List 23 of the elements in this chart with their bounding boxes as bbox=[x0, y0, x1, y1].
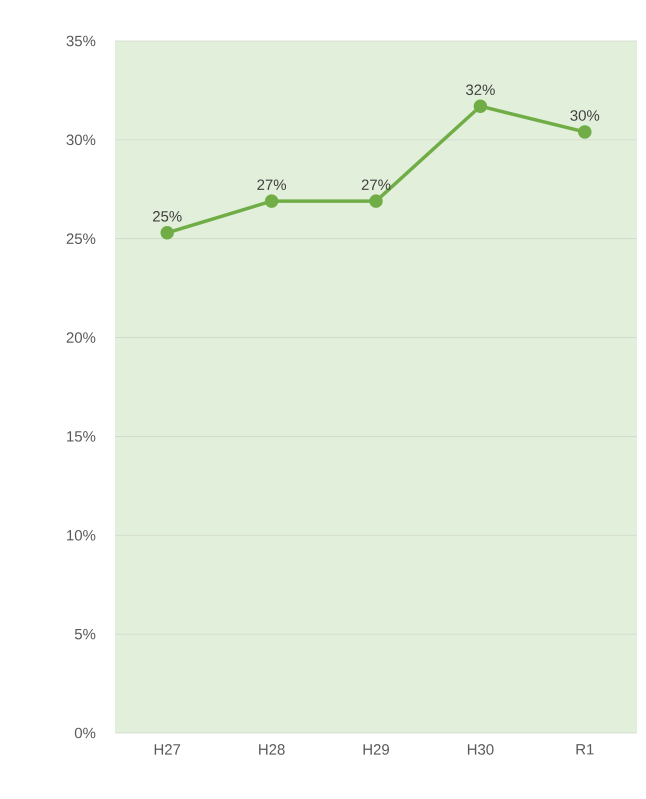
y-tick-label: 0% bbox=[74, 728, 96, 738]
point bbox=[578, 125, 592, 139]
y-tick-label: 30% bbox=[66, 134, 96, 146]
text: 25% bbox=[152, 211, 182, 222]
x-tick-label: R1 bbox=[576, 744, 594, 754]
text: 27% bbox=[362, 179, 390, 190]
y-tick-label: 35% bbox=[66, 36, 96, 46]
y-tick-label: 20% bbox=[66, 332, 96, 343]
point bbox=[264, 194, 278, 208]
x-tick-label: H29 bbox=[364, 744, 389, 755]
point bbox=[474, 100, 488, 113]
point bbox=[160, 226, 174, 240]
y-tick-label: 25% bbox=[66, 233, 96, 244]
point bbox=[369, 194, 383, 208]
x-tick-label: H27 bbox=[154, 744, 180, 755]
text: 32% bbox=[466, 84, 495, 96]
y-tick-label: 5% bbox=[74, 628, 96, 640]
y-tick-label: 15% bbox=[67, 431, 96, 442]
text: 30% bbox=[570, 110, 600, 121]
y-tick-label: 10% bbox=[67, 530, 96, 541]
text: 27% bbox=[257, 179, 286, 190]
x-tick-label: H30 bbox=[468, 744, 494, 755]
x-tick-label: H28 bbox=[259, 744, 285, 755]
